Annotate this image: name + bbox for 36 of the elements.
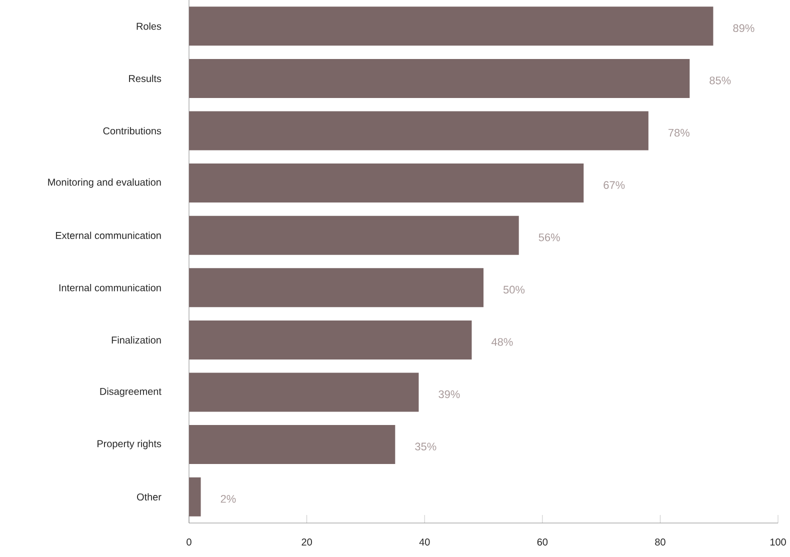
x-tick-label: 100 [770,538,786,546]
x-tick-label: 40 [419,538,430,546]
y-tick-label: Other [137,493,162,501]
y-tick-label: Internal communication [59,284,161,292]
bar [189,477,201,516]
y-tick-label: Contributions [103,127,162,134]
y-tick-label: Roles [136,22,162,30]
x-tick-label: 60 [537,538,548,546]
data-label: 2% [220,495,236,503]
bar [189,216,519,255]
data-label: 50% [503,286,525,294]
y-tick-label: External communication [56,232,161,240]
data-label: 35% [415,442,436,450]
data-label: 78% [668,128,690,137]
y-tick-label: Monitoring and evaluation [48,178,161,188]
bar [189,372,419,412]
x-tick-label: 80 [655,538,666,546]
bar [189,6,714,46]
x-tick-label: 0 [186,538,192,546]
y-tick-label: Finalization [112,336,161,344]
y-tick-label: Results [129,74,162,82]
bar [189,111,648,150]
y-tick-label: Disagreement [100,388,162,397]
y-tick-label: Property rights [98,440,162,450]
data-label: 67% [604,181,625,189]
data-label: 85% [710,76,731,84]
bar [189,58,690,98]
bar [189,268,484,308]
bar [189,164,584,203]
data-label: 89% [733,24,754,32]
data-label: 56% [538,233,560,242]
bar [189,425,396,464]
x-tick-label: 20 [302,538,312,546]
bar [189,320,472,360]
data-label: 39% [438,390,460,398]
data-label: 48% [491,338,513,346]
